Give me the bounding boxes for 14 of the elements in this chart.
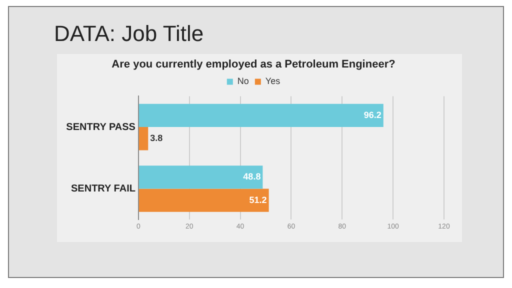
chart-title: DATA: Job Title <box>54 21 204 47</box>
legend-label: Yes <box>265 76 281 86</box>
chart-subtitle: Are you currently employed as a Petroleum Engineer? <box>112 58 396 71</box>
legend-label: No <box>237 76 249 86</box>
bar <box>138 166 263 189</box>
y-tick-label: SENTRY FAIL <box>71 184 136 194</box>
data-label: 51.2 <box>249 194 267 205</box>
data-label: 48.8 <box>243 172 261 182</box>
y-tick-label: SENTRY PASS <box>66 122 136 133</box>
bar <box>138 127 148 150</box>
bar <box>138 188 269 212</box>
data-label: 3.8 <box>150 133 163 144</box>
data-label: 96.2 <box>364 110 382 120</box>
bar <box>138 104 384 128</box>
